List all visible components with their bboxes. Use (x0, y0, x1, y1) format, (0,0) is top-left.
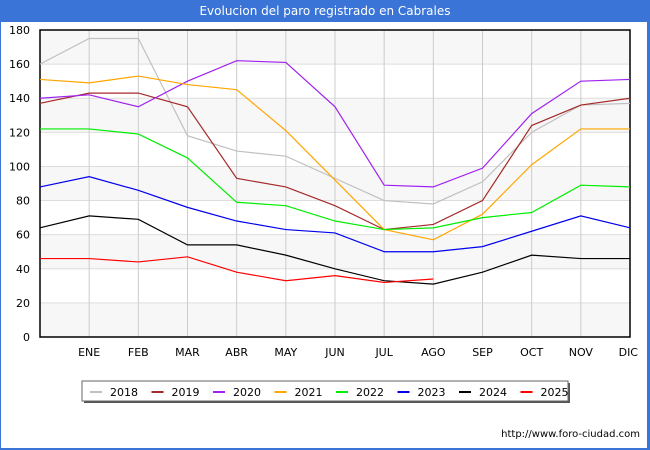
legend-label-2023: 2023 (418, 386, 446, 399)
legend-label-2025: 2025 (541, 386, 569, 399)
series-line-2025 (40, 256, 434, 284)
x-tick-label: NOV (569, 346, 594, 359)
y-tick-label: 20 (16, 297, 30, 310)
legend-label-2022: 2022 (356, 386, 384, 399)
x-tick-label: MAR (175, 346, 200, 359)
x-tick-label: JUL (374, 346, 393, 359)
y-tick-label: 80 (16, 195, 30, 208)
series-line-2019 (39, 92, 631, 231)
x-tick-label: DIC (619, 346, 639, 359)
x-tick-label: ABR (225, 346, 248, 359)
source-credit: http://www.foro-ciudad.com (501, 429, 640, 440)
x-tick-label: MAY (274, 346, 297, 359)
x-tick-label: OCT (520, 346, 543, 359)
x-tick-label: SEP (472, 346, 493, 359)
y-tick-label: 60 (16, 229, 30, 242)
x-tick-label: AGO (421, 346, 446, 359)
x-tick-label: JUN (324, 346, 345, 359)
y-tick-label: 140 (9, 92, 30, 105)
legend-label-2024: 2024 (479, 386, 507, 399)
series-line-2021 (39, 75, 630, 241)
y-tick-label: 0 (23, 331, 30, 344)
series-line-2020 (39, 60, 631, 188)
x-tick-label: ENE (78, 346, 100, 359)
legend-label-2018: 2018 (110, 386, 138, 399)
legend-box (81, 380, 569, 402)
legend-label-2019: 2019 (172, 386, 200, 399)
x-tick-label: FEB (128, 346, 149, 359)
y-tick-label: 100 (9, 160, 30, 173)
legend-label-2021: 2021 (295, 386, 323, 399)
y-tick-label: 180 (9, 24, 30, 37)
plot-border (39, 29, 631, 338)
series-line-2022 (40, 128, 631, 231)
y-tick-label: 120 (9, 126, 30, 139)
y-tick-label: 40 (16, 263, 30, 276)
chart-title: Evolucion del paro registrado en Cabrale… (0, 0, 650, 22)
y-tick-label: 160 (9, 58, 30, 71)
series-line-2018 (39, 37, 631, 205)
series-line-2024 (39, 215, 630, 285)
legend-label-2020: 2020 (233, 386, 261, 399)
series-line-2023 (39, 176, 631, 253)
